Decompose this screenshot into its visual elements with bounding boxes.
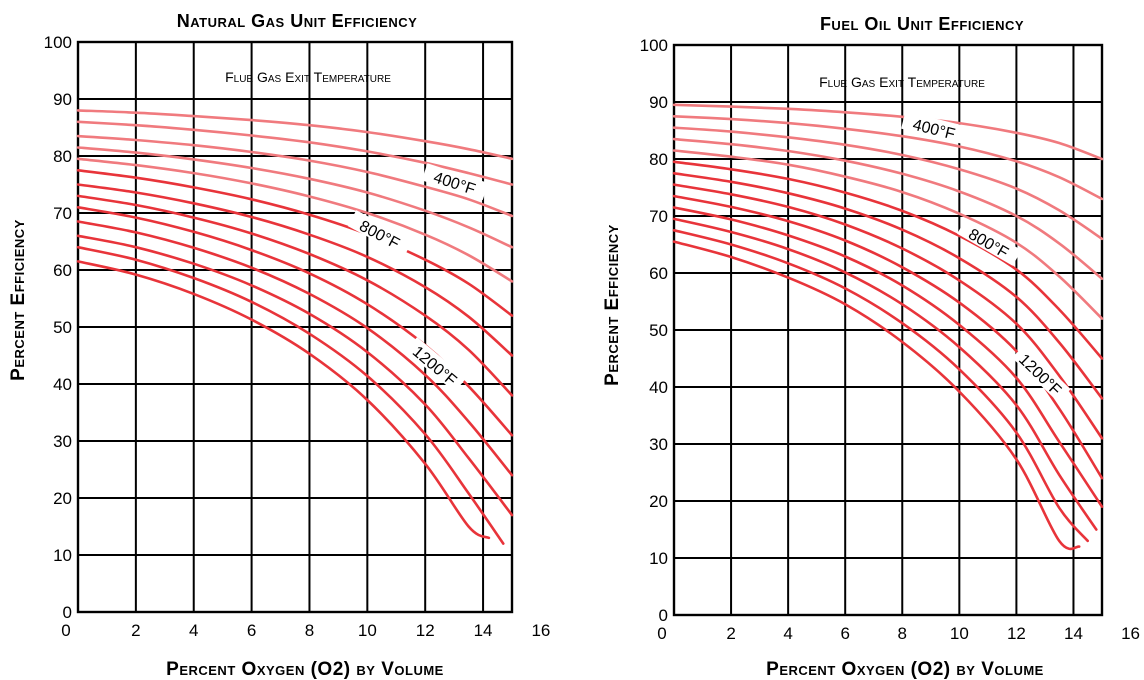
- x-tick-label: 14: [474, 621, 493, 640]
- y-tick-label: 30: [53, 432, 72, 451]
- y-tick-label: 100: [44, 33, 72, 52]
- chart-title: Fuel Oil Unit Efficiency: [820, 14, 1024, 34]
- y-tick-label: 80: [53, 147, 72, 166]
- series-line: [672, 194, 1104, 480]
- chart-subtitle: Flue Gas Exit Temperature: [225, 69, 391, 85]
- x-tick-label: 6: [840, 624, 849, 643]
- x-tick-label: 4: [189, 621, 198, 640]
- y-tick-label: 20: [53, 489, 72, 508]
- series-line: [672, 103, 1104, 161]
- fuel-oil-chart: Fuel Oil Unit Efficiency Flue Gas Exit T…: [602, 14, 1140, 680]
- x-tick-label: 2: [726, 624, 735, 643]
- x-axis-label: Percent Oxygen (O2) by Volume: [166, 659, 444, 680]
- y-tick-label: 30: [649, 435, 668, 454]
- y-tick-label: 40: [53, 375, 72, 394]
- y-tick-label: 0: [63, 603, 72, 622]
- y-tick-label: 10: [649, 549, 668, 568]
- x-tick-label: 10: [950, 624, 969, 643]
- x-tick-labels: 0 2 4 6 8 10 12 14 16: [657, 624, 1140, 643]
- series-line: [672, 217, 1098, 531]
- series-line: [672, 206, 1104, 508]
- x-tick-label: 14: [1064, 624, 1083, 643]
- series-line: [76, 220, 514, 477]
- y-tick-label: 0: [659, 606, 668, 625]
- series-line: [672, 172, 1104, 400]
- series-line: [672, 229, 1089, 543]
- annotation-background: [1012, 344, 1071, 403]
- y-tick-label: 50: [649, 321, 668, 340]
- annotation-background: [405, 337, 467, 393]
- series-line: [76, 120, 514, 186]
- x-tick-label: 8: [898, 624, 907, 643]
- x-tick-label: 2: [131, 621, 140, 640]
- series-line: [76, 169, 514, 317]
- y-tick-label: 70: [649, 207, 668, 226]
- annotation-background: [347, 210, 413, 257]
- annotation-background: [421, 163, 489, 201]
- chart-title: Natural Gas Unit Efficiency: [177, 11, 418, 31]
- series-line: [672, 137, 1104, 280]
- x-tick-label: 4: [783, 624, 792, 643]
- series-line: [76, 157, 514, 283]
- y-tick-label: 10: [53, 546, 72, 565]
- x-axis-label: Percent Oxygen (O2) by Volume: [766, 659, 1044, 680]
- x-tick-label: 0: [657, 624, 666, 643]
- plot-frame: [76, 40, 514, 614]
- y-axis-label: Percent Efficiency: [602, 224, 623, 386]
- x-tick-label: 10: [358, 621, 377, 640]
- series-line: [76, 234, 514, 517]
- x-tick-label: 16: [1121, 624, 1140, 643]
- series-line: [76, 146, 514, 249]
- y-tick-label: 80: [649, 150, 668, 169]
- y-tick-label: 90: [649, 93, 668, 112]
- x-tick-label: 6: [247, 621, 256, 640]
- series-line: [76, 206, 514, 437]
- series-line: [76, 194, 514, 397]
- y-tick-labels: 0 10 20 30 40 50 60 70 80 90 100: [640, 36, 668, 625]
- series-line: [672, 240, 1081, 551]
- x-tick-label: 8: [305, 621, 314, 640]
- series-group: [76, 109, 514, 545]
- series-line: [76, 245, 505, 545]
- series-line: [76, 109, 514, 161]
- x-tick-label: 16: [531, 621, 550, 640]
- series-group: [672, 103, 1104, 551]
- x-tick-label: 12: [416, 621, 435, 640]
- series-line: [672, 183, 1104, 440]
- annotation-background: [957, 218, 1022, 266]
- annotation-background: [901, 111, 968, 145]
- temperature-annotation: 1200°F: [1015, 351, 1064, 399]
- series-line: [672, 115, 1104, 201]
- y-tick-labels: 0 10 20 30 40 50 60 70 80 90 100: [44, 33, 72, 622]
- series-line: [672, 126, 1104, 241]
- y-tick-label: 50: [53, 318, 72, 337]
- plot-frame: [672, 43, 1104, 617]
- natural-gas-chart: Natural Gas Unit Efficiency Flue Gas Exi…: [8, 11, 550, 680]
- series-line: [672, 160, 1104, 360]
- y-axis-label: Percent Efficiency: [8, 219, 29, 381]
- y-tick-label: 60: [649, 264, 668, 283]
- series-line: [76, 134, 514, 218]
- x-tick-label: 0: [61, 621, 70, 640]
- series-line: [76, 260, 491, 540]
- x-tick-labels: 0 2 4 6 8 10 12 14 16: [61, 621, 550, 640]
- y-tick-label: 40: [649, 378, 668, 397]
- series-line: [672, 149, 1104, 320]
- y-tick-label: 60: [53, 261, 72, 280]
- y-tick-label: 100: [640, 36, 668, 55]
- y-tick-label: 20: [649, 492, 668, 511]
- y-tick-label: 70: [53, 204, 72, 223]
- series-line: [76, 183, 514, 357]
- y-tick-label: 90: [53, 90, 72, 109]
- grid: [76, 40, 514, 614]
- x-tick-label: 12: [1007, 624, 1026, 643]
